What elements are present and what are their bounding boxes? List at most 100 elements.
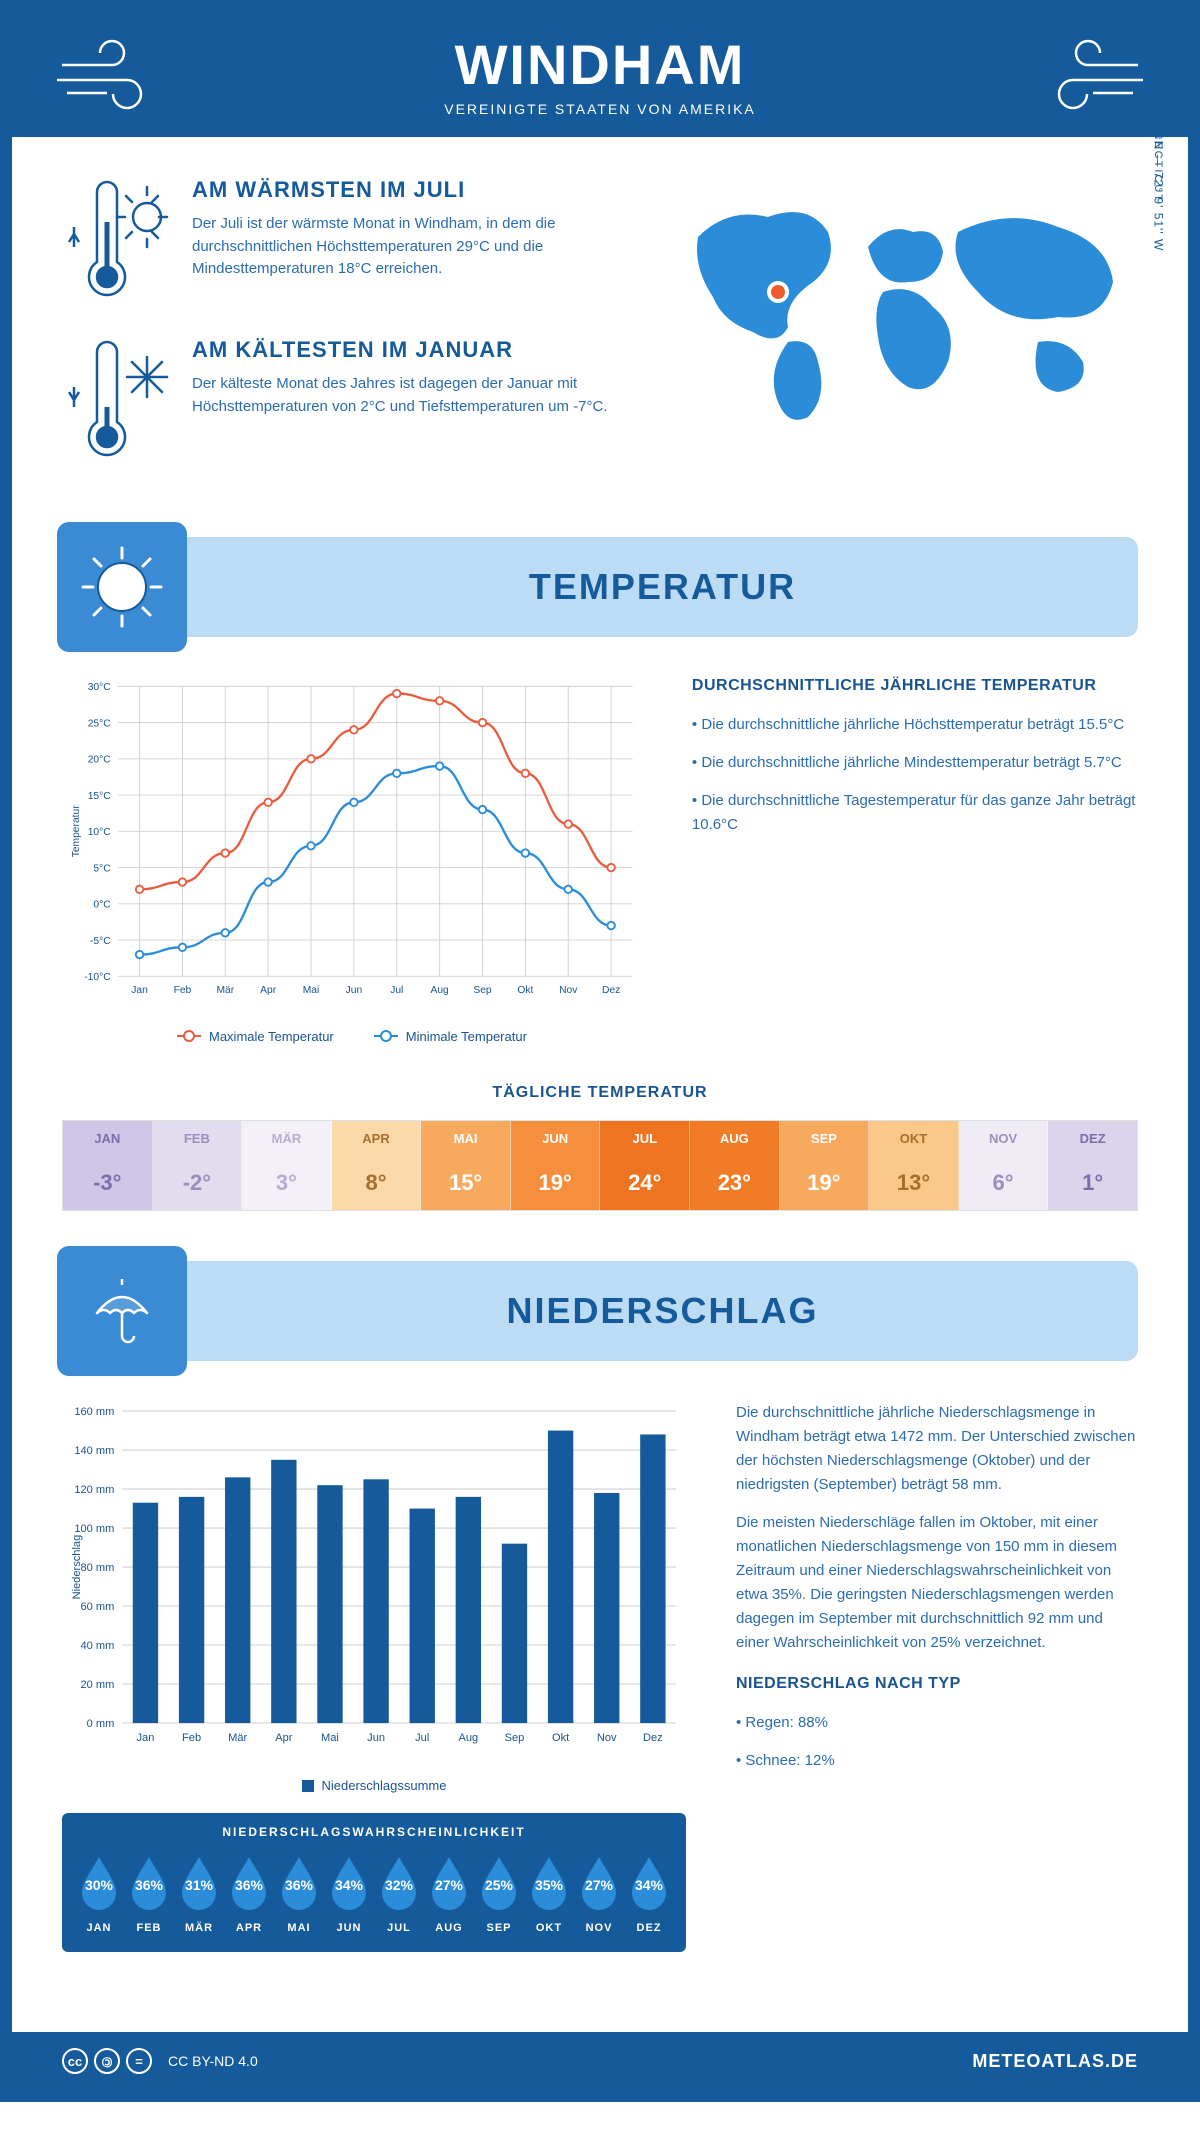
daily-temp-value: 23° (690, 1156, 779, 1210)
raindrop-icon: 34% (626, 1853, 672, 1911)
daily-temp-value: 13° (869, 1156, 958, 1210)
warmest-text: AM WÄRMSTEN IM JULI Der Juli ist der wär… (192, 177, 618, 307)
precip-drop-item: 36% MAI (276, 1853, 322, 1934)
daily-month-label: OKT (869, 1121, 958, 1156)
umbrella-icon-tab (57, 1246, 187, 1376)
daily-month-label: APR (332, 1121, 421, 1156)
precip-drop-item: 27% AUG (426, 1853, 472, 1934)
intro-row: AM WÄRMSTEN IM JULI Der Juli ist der wär… (62, 177, 1138, 497)
daily-month-label: NOV (959, 1121, 1048, 1156)
precip-prob-month: FEB (126, 1922, 172, 1934)
temp-chart-svg: -10°C-5°C0°C5°C10°C15°C20°C25°C30°CJanFe… (62, 677, 642, 1014)
umbrella-icon (82, 1271, 162, 1351)
daily-month-label: JUL (600, 1121, 689, 1156)
svg-text:Feb: Feb (174, 985, 192, 996)
precip-prob-value: 27% (585, 1877, 613, 1893)
daily-month-label: JAN (63, 1121, 152, 1156)
svg-text:Mai: Mai (303, 985, 320, 996)
precip-legend: Niederschlagssumme (62, 1778, 686, 1793)
raindrop-icon: 31% (176, 1853, 222, 1911)
svg-text:Okt: Okt (517, 985, 533, 996)
svg-text:Jul: Jul (390, 985, 403, 996)
content: AM WÄRMSTEN IM JULI Der Juli ist der wär… (12, 137, 1188, 2032)
nd-icon: = (126, 2048, 152, 2074)
svg-text:60 mm: 60 mm (81, 1601, 115, 1613)
raindrop-icon: 34% (326, 1853, 372, 1911)
license-text: CC BY-ND 4.0 (168, 2053, 258, 2069)
svg-text:Mär: Mär (216, 985, 234, 996)
temp-info-col: DURCHSCHNITTLICHE JÄHRLICHE TEMPERATUR D… (692, 677, 1138, 1044)
daily-temp-cell: JUL24° (600, 1121, 690, 1210)
daily-temp-grid: JAN-3°FEB-2°MÄR3°APR8°MAI15°JUN19°JUL24°… (62, 1120, 1138, 1211)
raindrop-icon: 36% (276, 1853, 322, 1911)
precip-prob-value: 30% (85, 1877, 113, 1893)
svg-text:Sep: Sep (505, 1732, 525, 1744)
temp-section-bar: TEMPERATUR (62, 537, 1138, 637)
daily-temp-cell: OKT13° (869, 1121, 959, 1210)
coldest-title: AM KÄLTESTEN IM JANUAR (192, 337, 618, 363)
svg-text:Nov: Nov (559, 985, 578, 996)
header-title: WINDHAM VEREINIGTE STAATEN VON AMERIKA (192, 32, 1008, 117)
precip-prob-value: 31% (185, 1877, 213, 1893)
precip-prob-month: AUG (426, 1922, 472, 1934)
precip-drop-item: 30% JAN (76, 1853, 122, 1934)
temp-info-item: Die durchschnittliche jährliche Mindestt… (692, 751, 1138, 775)
svg-text:15°C: 15°C (88, 791, 112, 802)
temp-info-item: Die durchschnittliche jährliche Höchstte… (692, 713, 1138, 737)
precip-drop-item: 35% OKT (526, 1853, 572, 1934)
intro-right: CONNECTICUT 41° 42' 23'' N — 72° 9' 51''… (658, 177, 1138, 497)
svg-text:80 mm: 80 mm (81, 1562, 115, 1574)
coldest-block: AM KÄLTESTEN IM JANUAR Der kälteste Mona… (62, 337, 618, 467)
raindrop-icon: 36% (126, 1853, 172, 1911)
precip-chart-col: 0 mm20 mm40 mm60 mm80 mm100 mm120 mm140 … (62, 1401, 686, 1952)
precip-drop-item: 34% DEZ (626, 1853, 672, 1934)
daily-temp-cell: JUN19° (511, 1121, 601, 1210)
temp-info-item: Die durchschnittliche Tagestemperatur fü… (692, 789, 1138, 837)
thermometer-cold-icon (62, 337, 172, 467)
svg-text:Aug: Aug (431, 985, 450, 996)
svg-text:Dez: Dez (602, 985, 620, 996)
precip-prob-month: DEZ (626, 1922, 672, 1934)
daily-temp-cell: FEB-2° (153, 1121, 243, 1210)
precip-prob-value: 32% (385, 1877, 413, 1893)
precip-prob-value: 36% (235, 1877, 263, 1893)
precip-type-item: Schnee: 12% (736, 1749, 1138, 1773)
temp-info-list: Die durchschnittliche jährliche Höchstte… (692, 713, 1138, 837)
svg-text:-5°C: -5°C (90, 936, 111, 947)
temp-legend: Maximale Temperatur Minimale Temperatur (62, 1029, 642, 1044)
precip-prob-title: NIEDERSCHLAGSWAHRSCHEINLICHKEIT (76, 1825, 672, 1839)
svg-text:Nov: Nov (597, 1732, 617, 1744)
raindrop-icon: 30% (76, 1853, 122, 1911)
svg-text:160 mm: 160 mm (74, 1406, 114, 1418)
precip-drops-row: 30% JAN 36% FEB 31% MÄR 36% APR 36% MAI (76, 1853, 672, 1934)
precip-prob-month: JAN (76, 1922, 122, 1934)
svg-text:Jan: Jan (131, 985, 148, 996)
wind-icon-left (52, 35, 192, 115)
raindrop-icon: 36% (226, 1853, 272, 1911)
wind-icon-right (1008, 35, 1148, 115)
svg-text:Feb: Feb (182, 1732, 201, 1744)
page: WINDHAM VEREINIGTE STAATEN VON AMERIKA (0, 0, 1200, 2102)
precip-prob-month: JUL (376, 1922, 422, 1934)
precip-prob-month: NOV (576, 1922, 622, 1934)
precip-prob-value: 35% (535, 1877, 563, 1893)
warmest-block: AM WÄRMSTEN IM JULI Der Juli ist der wär… (62, 177, 618, 307)
svg-text:10°C: 10°C (88, 827, 112, 838)
temp-chart-col: -10°C-5°C0°C5°C10°C15°C20°C25°C30°CJanFe… (62, 677, 642, 1044)
daily-temp-cell: NOV6° (959, 1121, 1049, 1210)
precip-drop-item: 32% JUL (376, 1853, 422, 1934)
svg-text:0 mm: 0 mm (87, 1718, 115, 1730)
daily-temp-cell: DEZ1° (1048, 1121, 1137, 1210)
precip-drop-item: 34% JUN (326, 1853, 372, 1934)
intro-left: AM WÄRMSTEN IM JULI Der Juli ist der wär… (62, 177, 618, 497)
precip-prob-value: 36% (285, 1877, 313, 1893)
precip-type-item: Regen: 88% (736, 1711, 1138, 1735)
precip-probability-panel: NIEDERSCHLAGSWAHRSCHEINLICHKEIT 30% JAN … (62, 1813, 686, 1952)
temp-section-title: TEMPERATUR (187, 566, 1138, 608)
svg-text:Dez: Dez (643, 1732, 663, 1744)
coordinates: 41° 42' 23'' N — 72° 9' 51'' W (1151, 66, 1165, 251)
precip-type-title: NIEDERSCHLAG NACH TYP (736, 1675, 1138, 1693)
legend-min: Minimale Temperatur (374, 1029, 527, 1044)
precip-prob-value: 36% (135, 1877, 163, 1893)
daily-temp-value: 19° (780, 1156, 869, 1210)
